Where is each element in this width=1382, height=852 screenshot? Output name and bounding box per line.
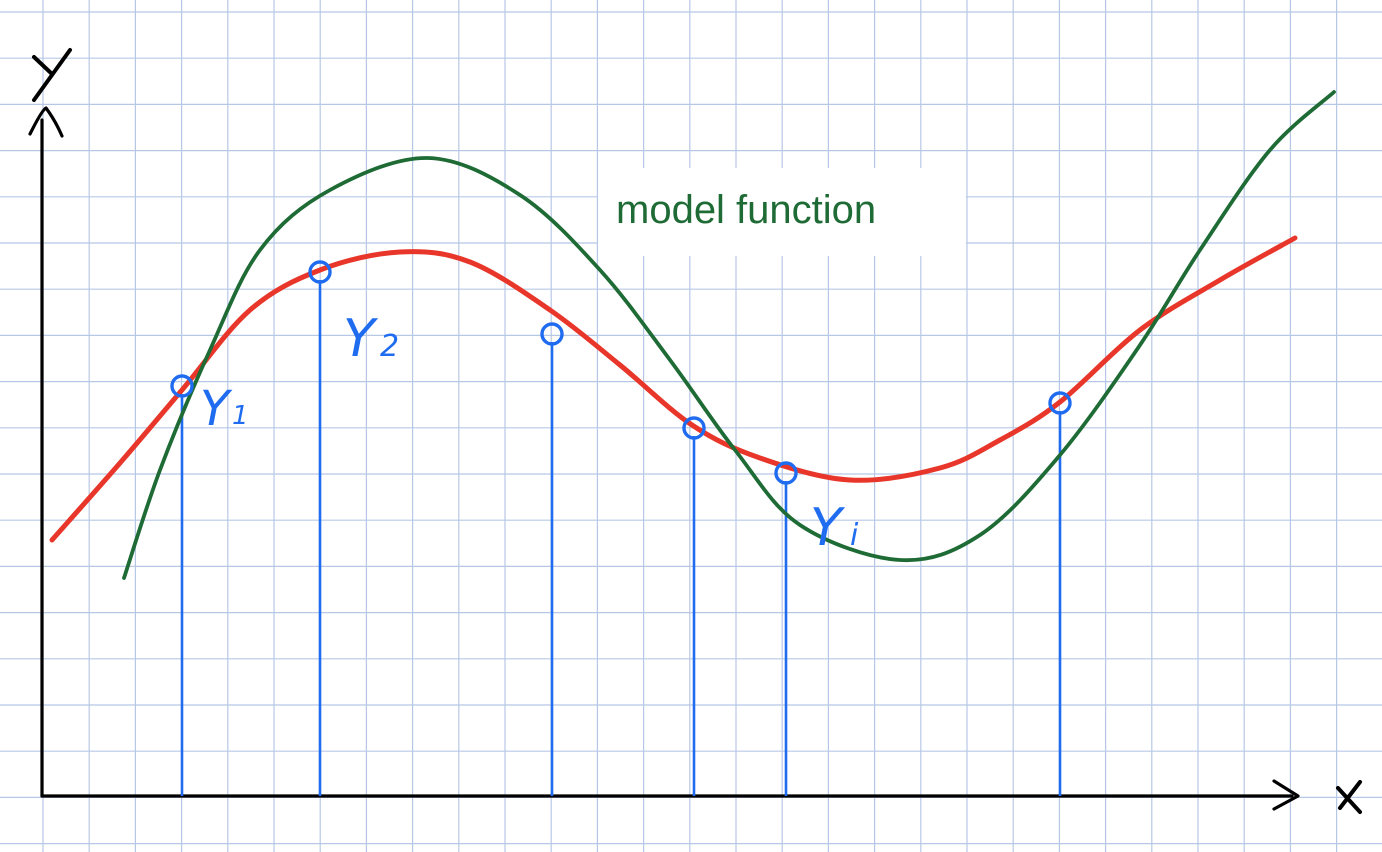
model-function-curve [122, 90, 1336, 580]
sample-point [308, 260, 332, 284]
sample-point [774, 461, 798, 485]
y-axis-letter-stroke [32, 48, 72, 102]
x-axis-letter-stroke [1336, 780, 1362, 814]
model-function-label: model function [616, 188, 876, 232]
sample-point [170, 374, 194, 398]
axes [28, 106, 1300, 811]
sample-lines [180, 280, 1062, 796]
x-axis-arrow-icon [1272, 779, 1300, 811]
y-annotations: Y 1 Y 2 Y i [200, 309, 859, 558]
sample-point [682, 416, 706, 440]
model-label-background [598, 168, 966, 256]
y1-label: Y [200, 381, 233, 437]
yi-subscript: i [850, 518, 859, 553]
y1-subscript: 1 [232, 401, 249, 431]
sample-point [540, 322, 564, 346]
sample-point [1048, 391, 1072, 415]
yi-label: Y [810, 498, 846, 558]
y-axis-arrow-icon [28, 106, 64, 138]
sample-points [170, 260, 1072, 485]
fit-curve [49, 235, 1298, 543]
axis-letters [32, 48, 1362, 814]
y2-subscript: 2 [380, 329, 399, 364]
y2-label: Y [343, 309, 379, 369]
